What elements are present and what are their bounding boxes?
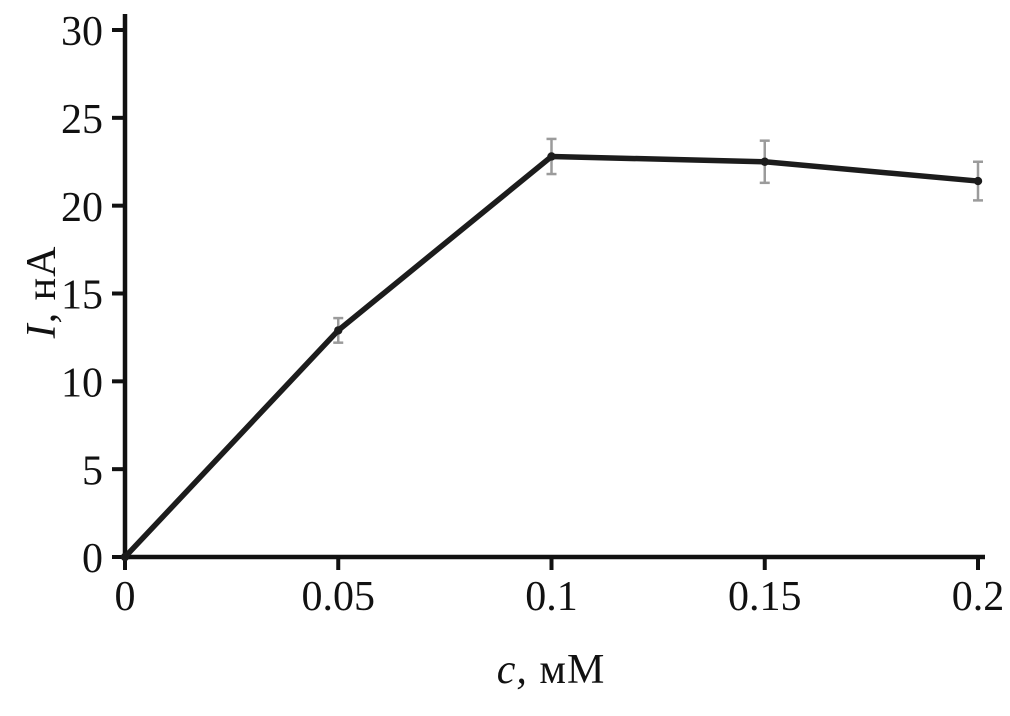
data-point-marker xyxy=(760,157,769,166)
data-point-marker xyxy=(120,552,130,562)
y-tick-label: 30 xyxy=(61,9,103,55)
y-tick-label: 0 xyxy=(82,536,103,582)
y-tick-label: 25 xyxy=(61,97,103,143)
x-tick-label: 0.05 xyxy=(302,574,376,620)
x-tick-label: 0.2 xyxy=(952,574,1005,620)
x-axis-title: c, мМ xyxy=(496,647,606,693)
y-tick-label: 15 xyxy=(61,273,103,319)
y-tick-label: 20 xyxy=(61,185,103,231)
y-axis-title: I, нА xyxy=(19,245,65,339)
series-line xyxy=(122,153,981,560)
data-point-marker xyxy=(334,326,343,335)
x-tick-label: 0 xyxy=(115,574,136,620)
y-tick-label: 5 xyxy=(82,448,103,494)
data-point-marker xyxy=(973,176,983,186)
data-point-marker xyxy=(547,152,556,161)
x-tick-label: 0.1 xyxy=(525,574,578,620)
y-tick-label: 10 xyxy=(61,360,103,406)
x-tick-label: 0.15 xyxy=(728,574,802,620)
